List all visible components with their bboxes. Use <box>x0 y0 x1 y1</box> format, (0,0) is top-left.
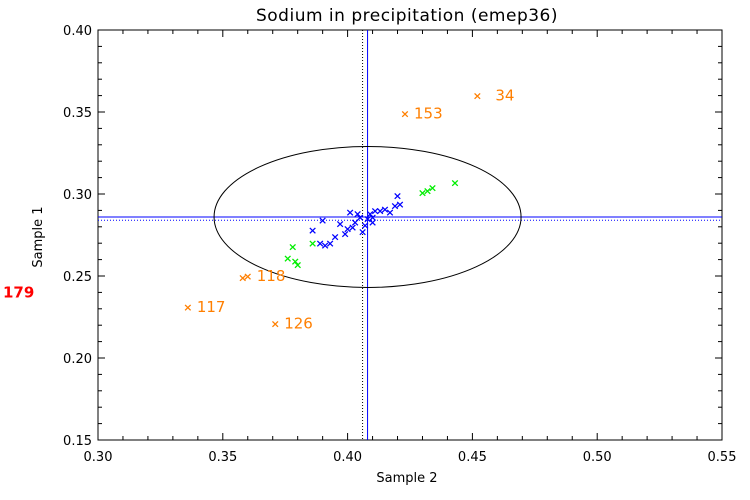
x-tick-label: 0.50 <box>583 450 612 465</box>
chart-title: Sodium in precipitation (emep36) <box>256 6 558 26</box>
point-label: 126 <box>284 315 313 333</box>
y-tick-label: 0.40 <box>63 24 92 39</box>
y-tick-label: 0.15 <box>63 434 92 449</box>
data-point-orange: × <box>183 301 192 314</box>
x-tick-label: 0.30 <box>84 450 113 465</box>
data-point-green: × <box>418 186 427 199</box>
data-point-blue: × <box>385 206 394 219</box>
point-label: 34 <box>495 87 514 105</box>
data-point-blue: × <box>393 190 402 203</box>
data-point-blue: × <box>358 226 367 239</box>
data-point-blue: × <box>395 198 404 211</box>
data-point-green: × <box>428 181 437 194</box>
data-point-blue: × <box>353 208 362 221</box>
data-point-blue: × <box>360 219 369 232</box>
data-point-blue: × <box>336 218 345 231</box>
data-point-blue: × <box>316 237 325 250</box>
y-tick-label: 0.30 <box>63 188 92 203</box>
data-point-blue: × <box>321 239 330 252</box>
point-label: 153 <box>414 105 443 123</box>
data-point-blue: × <box>368 216 377 229</box>
y-tick-label: 0.25 <box>63 270 92 285</box>
data-point-blue: × <box>365 208 374 221</box>
data-point-blue: × <box>375 204 384 217</box>
x-tick-label: 0.35 <box>208 450 237 465</box>
data-point-green: × <box>423 185 432 198</box>
data-point-blue: × <box>308 224 317 237</box>
y-axis-label: Sample 1 <box>31 206 46 267</box>
data-point-orange: × <box>243 270 252 283</box>
data-point-blue: × <box>343 222 352 235</box>
data-point-blue: × <box>345 206 354 219</box>
data-point-blue: × <box>368 211 377 224</box>
data-point-blue: × <box>380 203 389 216</box>
data-point-blue: × <box>326 237 335 250</box>
y-tick-label: 0.20 <box>63 352 92 367</box>
data-point-blue: × <box>363 213 372 226</box>
data-point-blue: × <box>331 231 340 244</box>
confidence-ellipse <box>213 145 522 288</box>
x-tick-label: 0.45 <box>458 450 487 465</box>
data-point-orange: × <box>473 90 482 103</box>
data-point-blue: × <box>355 211 364 224</box>
data-point-blue: × <box>348 221 357 234</box>
data-point-blue: × <box>350 216 359 229</box>
plot-frame <box>97 29 723 441</box>
x-tick-label: 0.40 <box>333 450 362 465</box>
data-point-blue: × <box>390 199 399 212</box>
point-label: 117 <box>197 298 226 316</box>
data-point-orange: × <box>400 108 409 121</box>
data-point-orange: × <box>238 272 247 285</box>
offscale-point-label: 179 <box>3 283 34 301</box>
point-label: 118 <box>257 267 286 285</box>
data-point-green: × <box>293 259 302 272</box>
data-point-green: × <box>308 237 317 250</box>
data-point-orange: × <box>271 318 280 331</box>
x-tick-label: 0.55 <box>708 450 737 465</box>
y-tick-label: 0.35 <box>63 106 92 121</box>
data-point-green: × <box>450 177 459 190</box>
data-point-green: × <box>291 255 300 268</box>
data-point-blue: × <box>370 204 379 217</box>
data-point-green: × <box>288 240 297 253</box>
data-point-green: × <box>283 252 292 265</box>
data-point-blue: × <box>340 227 349 240</box>
x-axis-label: Sample 2 <box>376 471 437 486</box>
data-point-blue: × <box>318 214 327 227</box>
